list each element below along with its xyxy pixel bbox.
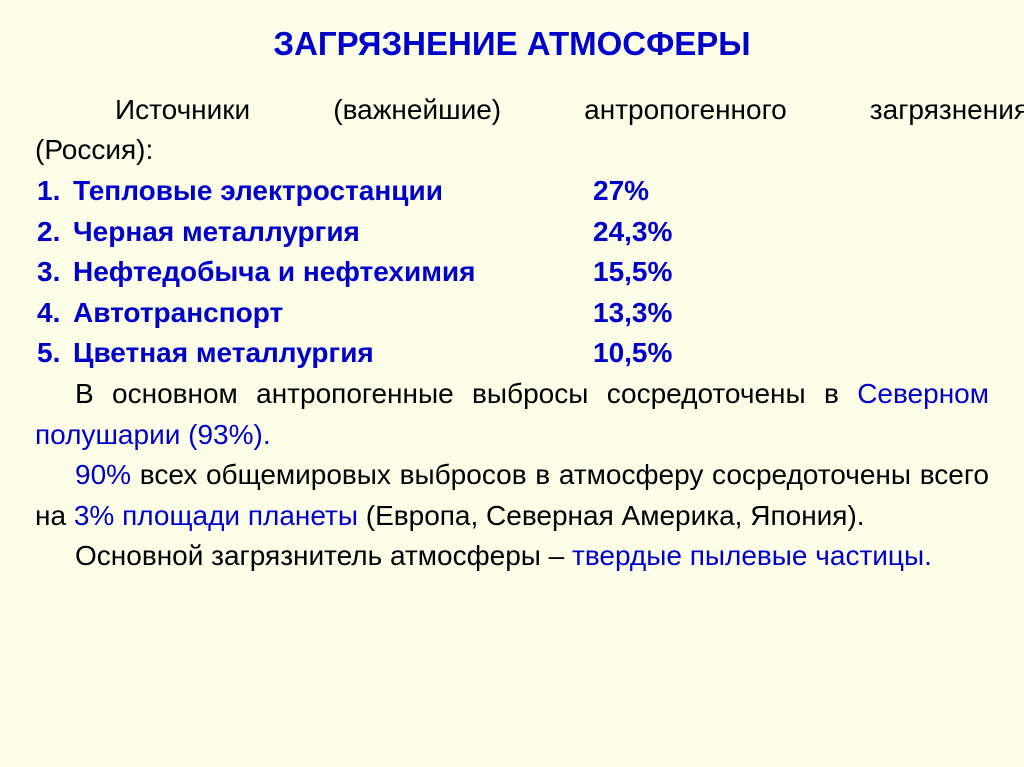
- list-label: Цветная металлургия: [73, 333, 593, 374]
- list-item: 3. Нефтедобыча и нефтехимия 15,5%: [35, 252, 989, 293]
- paragraph-3: Основной загрязнитель атмосферы – тверды…: [35, 536, 989, 577]
- list-value: 24,3%: [593, 212, 672, 253]
- list-label: Нефтедобыча и нефтехимия: [73, 252, 593, 293]
- list-number: 3.: [35, 252, 73, 293]
- intro-line1: Источники (важнейшие) антропогенного заг…: [75, 90, 1024, 131]
- list-label: Автотранспорт: [73, 293, 593, 334]
- p3-highlight: твердые пылевые частицы.: [572, 540, 932, 571]
- paragraph-1: В основном антропогенные выбросы сосредо…: [35, 374, 989, 455]
- p2-text-d: (Европа, Северная Америка, Япония).: [358, 500, 865, 531]
- p3-text: Основной загрязнитель атмосферы –: [75, 540, 572, 571]
- list-number: 5.: [35, 333, 73, 374]
- list-label: Черная металлургия: [73, 212, 593, 253]
- list-item: 1. Тепловые электростанции 27%: [35, 171, 989, 212]
- list-number: 2.: [35, 212, 73, 253]
- list-label: Тепловые электростанции: [73, 171, 593, 212]
- slide: ЗАГРЯЗНЕНИЕ АТМОСФЕРЫ Источники (важнейш…: [0, 0, 1024, 767]
- list-value: 27%: [593, 171, 649, 212]
- list-value: 10,5%: [593, 333, 672, 374]
- list-value: 15,5%: [593, 252, 672, 293]
- paragraph-2: 90% всех общемировых выбросов в атмосфер…: [35, 455, 989, 536]
- list-item: 5. Цветная металлургия 10,5%: [35, 333, 989, 374]
- list-item: 2. Черная металлургия 24,3%: [35, 212, 989, 253]
- p2-highlight-c: 3% площади планеты: [74, 500, 358, 531]
- p2-highlight-a: 90%: [75, 459, 131, 490]
- list-value: 13,3%: [593, 293, 672, 334]
- list-number: 4.: [35, 293, 73, 334]
- p1-text: В основном антропогенные выбросы сосредо…: [75, 378, 857, 409]
- list-item: 4. Автотранспорт 13,3%: [35, 293, 989, 334]
- intro-text: Источники (важнейшие) антропогенного заг…: [35, 90, 989, 171]
- slide-title: ЗАГРЯЗНЕНИЕ АТМОСФЕРЫ: [35, 20, 989, 68]
- list-number: 1.: [35, 171, 73, 212]
- intro-line2: (Россия):: [35, 130, 989, 171]
